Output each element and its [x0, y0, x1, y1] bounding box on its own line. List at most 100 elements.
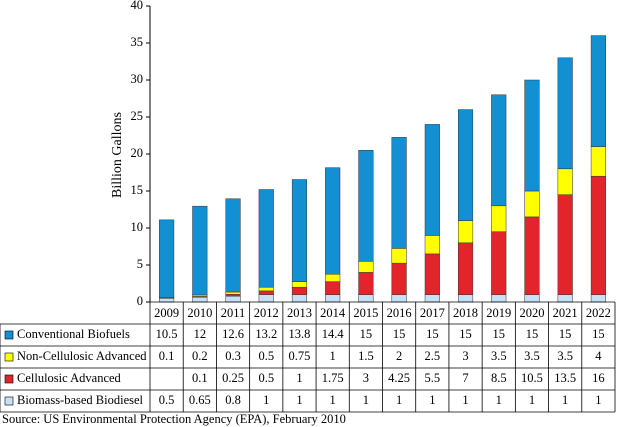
table-value: 15 [493, 327, 506, 341]
x-tick-label: 2015 [353, 306, 378, 320]
table-value: 0.1 [159, 349, 175, 363]
legend-label: Non-Cellulosic Advanced [17, 349, 147, 363]
bar-segment [291, 179, 308, 282]
table-value: 15 [393, 327, 406, 341]
legend-swatch [4, 352, 14, 362]
bar-segment [590, 175, 606, 295]
table-value: 15 [592, 327, 605, 341]
bar-segment [524, 190, 540, 218]
table-value: 1 [496, 393, 502, 407]
bar-segment [491, 205, 507, 232]
table-value: 13.8 [289, 327, 311, 341]
y-tick-label: 25 [131, 109, 144, 123]
bar-segment [457, 220, 474, 244]
bar-segment [557, 168, 573, 195]
y-axis-title: Billion Gallons [110, 112, 125, 198]
bar-segment [192, 296, 208, 303]
bar-segment [291, 286, 308, 295]
table-value: 0.2 [192, 349, 208, 363]
bar-segment [524, 294, 540, 303]
table-value: 1 [462, 393, 468, 407]
legend-swatch [4, 396, 14, 406]
bar-segment [457, 294, 474, 303]
bar-segment [557, 194, 573, 295]
table-value: 1 [330, 393, 336, 407]
table-value: 3.5 [557, 349, 573, 363]
table-value: 15 [459, 327, 472, 341]
bar-segment [391, 262, 407, 295]
table-value: 5.5 [425, 371, 441, 385]
bar-segment [325, 281, 341, 295]
bar-segment [590, 35, 606, 147]
x-tick-label: 2020 [519, 306, 544, 320]
table-value: 10.5 [521, 371, 543, 385]
table-value: 1 [562, 393, 568, 407]
bar-segment [291, 294, 308, 303]
table-value: 1.75 [322, 371, 344, 385]
table-value: 1 [363, 393, 369, 407]
bar-segment [258, 294, 274, 303]
bar-segment [457, 242, 474, 295]
bar-segment [258, 290, 274, 295]
bar-segment [358, 261, 374, 273]
bar-segment [457, 109, 474, 221]
y-tick-label: 0 [137, 294, 143, 308]
y-tick-label: 15 [131, 183, 144, 197]
legend-swatch [4, 330, 14, 340]
bar-segment [424, 235, 440, 255]
bar-segment [391, 248, 407, 264]
table-value: 1 [263, 393, 269, 407]
table-value: 4 [595, 349, 602, 363]
table-value: 2 [396, 349, 402, 363]
bar-segment [225, 198, 241, 293]
bar-segment [557, 294, 573, 303]
legend-label: Biomass-based Biodiesel [17, 393, 144, 407]
table-value: 3 [363, 371, 369, 385]
table-value: 0.1 [192, 371, 208, 385]
bar-segment [491, 94, 507, 207]
table-value: 10.5 [156, 327, 178, 341]
table-value: 15 [360, 327, 373, 341]
x-tick-label: 2012 [254, 306, 279, 320]
bar-segment [590, 294, 606, 303]
table-value: 0.25 [222, 371, 244, 385]
legend-label: Cellulosic Advanced [17, 371, 122, 385]
table-value: 15 [426, 327, 439, 341]
table-value: 1 [429, 393, 435, 407]
table-value: 0.5 [159, 393, 175, 407]
bar-segment [524, 79, 540, 192]
bar-segment [225, 293, 241, 297]
bar-segment [225, 295, 241, 303]
x-tick-label: 2021 [553, 306, 578, 320]
table-value: 4.25 [388, 371, 410, 385]
y-tick-label: 5 [137, 257, 143, 271]
bar-segment [424, 124, 440, 236]
table-value: 0.65 [189, 393, 211, 407]
legend-swatch [4, 374, 14, 384]
table-value: 15 [526, 327, 539, 341]
table-value: 0.5 [258, 371, 274, 385]
table-value: 3.5 [524, 349, 540, 363]
y-tick-label: 40 [131, 0, 144, 12]
bar-segment [358, 150, 374, 262]
table-value: 1 [330, 349, 336, 363]
table-value: 1 [396, 393, 402, 407]
x-tick-label: 2017 [420, 306, 445, 320]
table-value: 13.5 [554, 371, 576, 385]
x-tick-label: 2014 [320, 306, 346, 320]
bar-segment [391, 137, 407, 249]
x-tick-label: 2009 [154, 306, 179, 320]
bar-segment [291, 281, 308, 288]
bar-segment [590, 146, 606, 177]
table-value: 1 [595, 393, 601, 407]
table-value: 16 [592, 371, 605, 385]
bar-segment [325, 294, 341, 303]
x-tick-label: 2011 [221, 306, 246, 320]
bar-segment [159, 298, 175, 303]
table-value: 13.2 [255, 327, 277, 341]
bar-segment [258, 189, 274, 288]
table-value: 15 [559, 327, 572, 341]
table-value: 0.8 [225, 393, 241, 407]
bar-segment [225, 291, 241, 295]
